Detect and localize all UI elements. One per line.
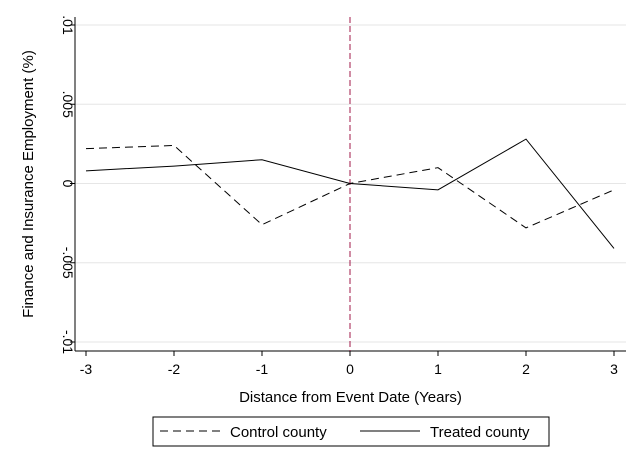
y-tick-label: .01 — [60, 15, 76, 35]
y-tick-label: -.005 — [60, 247, 76, 279]
x-tick-label: 3 — [610, 361, 618, 377]
series-treated-line — [85, 138, 615, 249]
x-tick-label: 2 — [522, 361, 530, 377]
legend-label-treated: Treated county — [430, 424, 530, 441]
legend-label-control: Control county — [230, 424, 327, 441]
x-tick-label: 1 — [434, 361, 442, 377]
x-axis-ticks: -3 -2 -1 0 1 2 3 — [80, 351, 618, 377]
y-tick-label: 0 — [60, 180, 76, 188]
x-tick-label: 0 — [346, 361, 354, 377]
y-tick-label: -.01 — [60, 330, 76, 354]
x-axis-title: Distance from Event Date (Years) — [239, 389, 462, 406]
y-tick-label: .005 — [60, 91, 76, 118]
series-lines — [85, 138, 615, 249]
y-axis-ticks: .01 .005 0 -.005 -.01 — [60, 15, 76, 354]
x-tick-label: -2 — [168, 361, 181, 377]
x-tick-label: -3 — [80, 361, 93, 377]
legend: Control county Treated county — [152, 416, 550, 447]
y-axis-title: Finance and Insurance Employment (%) — [20, 50, 37, 318]
x-tick-label: -1 — [256, 361, 269, 377]
